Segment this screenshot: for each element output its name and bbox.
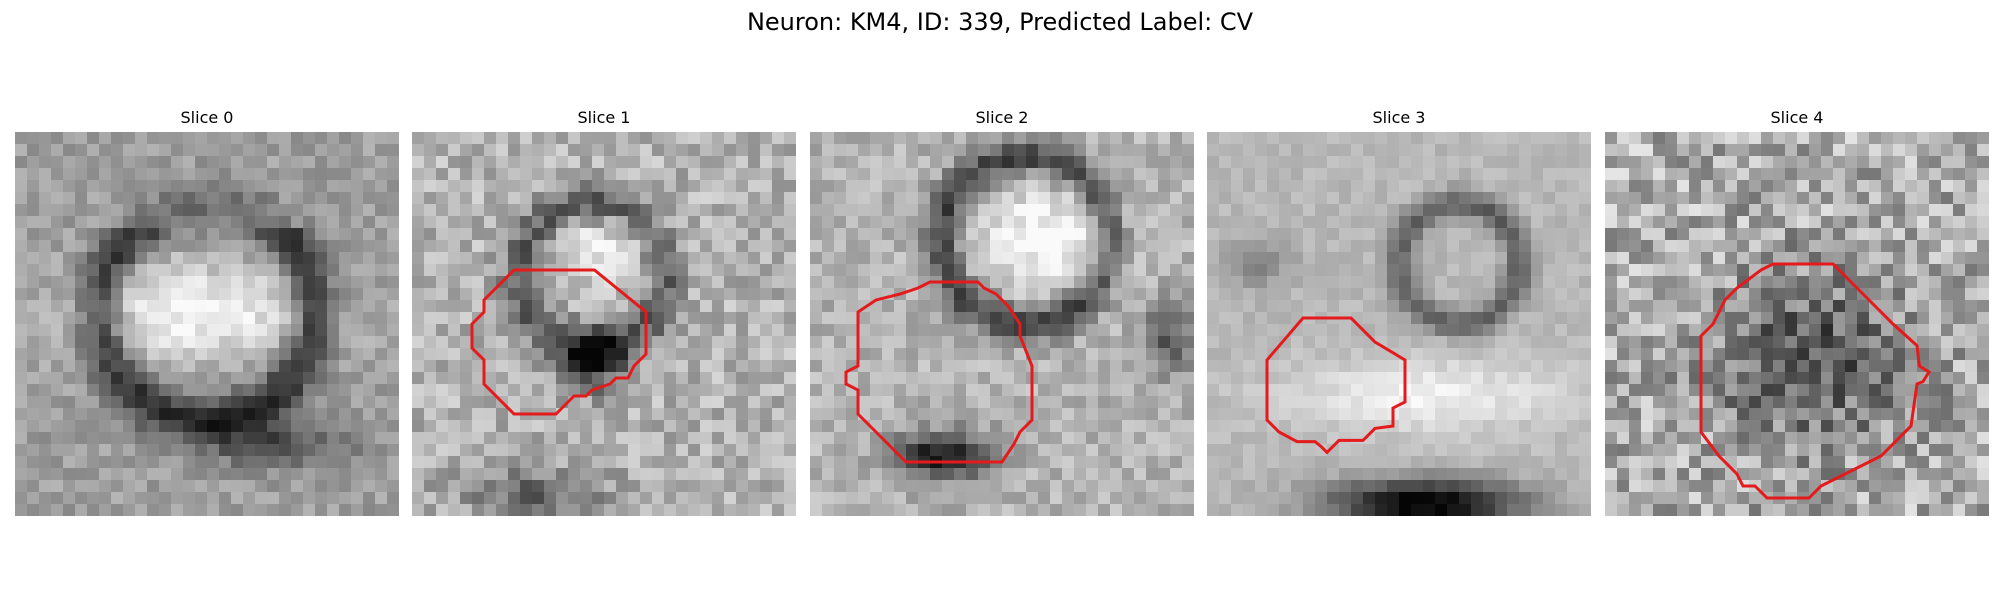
slice-title: Slice 2 [975,108,1029,127]
figure-title: Neuron: KM4, ID: 339, Predicted Label: C… [746,8,1254,36]
slice-panel-3: Slice 3 [1207,108,1591,516]
slice-title: Slice 3 [1372,108,1426,127]
slice-image-4 [1605,132,1989,516]
roi-contour [1699,262,1932,500]
slice-image-0 [15,132,399,516]
roi-contour [844,280,1034,464]
roi-contour [470,268,648,416]
slice-image-1 [412,132,796,516]
slice-image-2 [810,132,1194,516]
slice-title: Slice 1 [577,108,631,127]
slice-title: Slice 0 [180,108,234,127]
slice-title: Slice 4 [1770,108,1824,127]
slice-panel-1: Slice 1 [412,108,796,516]
slice-image-3 [1207,132,1591,516]
slice-panel-4: Slice 4 [1605,108,1989,516]
roi-contour [1265,316,1407,455]
slice-panel-2: Slice 2 [810,108,1194,516]
slice-panel-0: Slice 0 [15,108,399,516]
